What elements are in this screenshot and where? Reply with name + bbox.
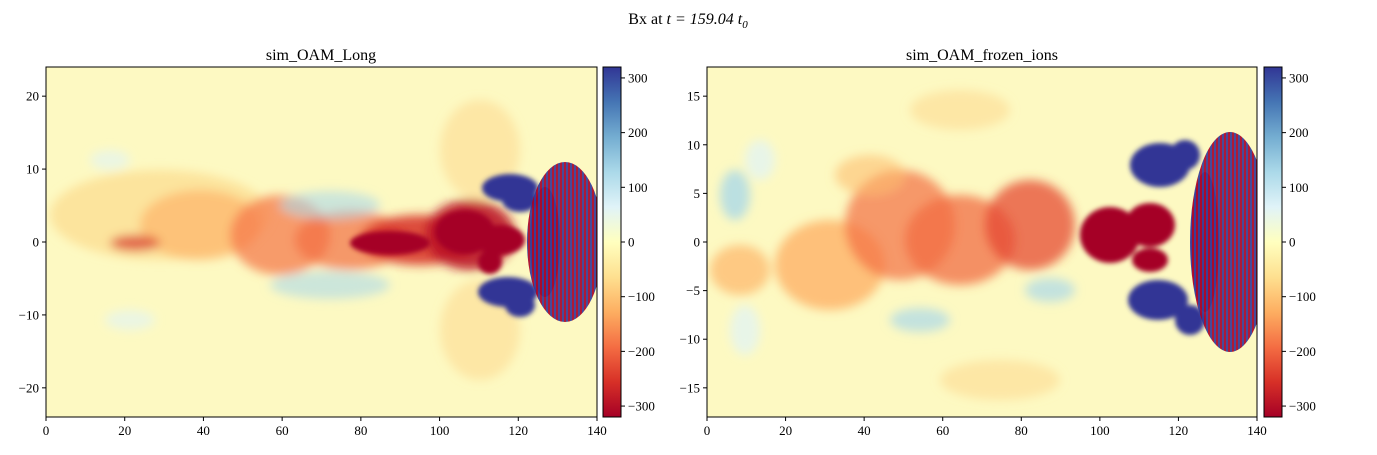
colorbar-tick-label: −200: [628, 344, 655, 359]
x-tick-label: 0: [704, 423, 711, 438]
panel-sim-oam-frozen-ions: sim_OAM_frozen_ions: [680, 47, 1316, 438]
x-tick-label: 0: [43, 423, 50, 438]
y-tick-label: 5: [694, 186, 701, 201]
colorbar-tick-label: −300: [628, 399, 655, 414]
y-tick-label: 0: [33, 235, 40, 250]
colorbar-tick-label: 300: [1289, 70, 1309, 85]
y-tick-label: −20: [19, 380, 39, 395]
y-tick-label: −15: [680, 380, 700, 395]
x-tick-label: 100: [1090, 423, 1110, 438]
panel-sim-oam-long: sim_OAM_Long: [19, 47, 655, 438]
y-axis: −15 −10 −5 0 5 10 15: [680, 89, 707, 395]
y-axis: −20 −10 0 10 20: [19, 89, 46, 395]
heatmap-image: [46, 67, 597, 417]
colorbar-tick-label: 0: [628, 235, 635, 250]
colorbar-tick-label: −300: [1289, 399, 1316, 414]
panel-title: sim_OAM_frozen_ions: [906, 47, 1058, 64]
colorbar-axis: −300 −200 −100 0 100 200 300: [1282, 70, 1316, 414]
y-tick-label: 0: [694, 235, 701, 250]
x-tick-label: 40: [197, 423, 210, 438]
x-tick-label: 140: [587, 423, 607, 438]
heatmap-image: [707, 67, 1257, 417]
x-tick-label: 80: [354, 423, 367, 438]
y-tick-label: −10: [19, 307, 39, 322]
colorbar-tick-label: 0: [1289, 235, 1296, 250]
y-tick-label: 10: [687, 137, 700, 152]
colorbar-tick-label: 200: [628, 125, 648, 140]
figure-title: Bx at t = 159.04 t0: [628, 11, 748, 31]
x-tick-label: 100: [430, 423, 450, 438]
panel-title: sim_OAM_Long: [266, 47, 376, 64]
colorbar: [602, 66, 622, 418]
x-tick-label: 20: [118, 423, 131, 438]
x-axis: 0 20 40 60 80 100 120 140: [704, 417, 1267, 438]
x-tick-label: 120: [509, 423, 529, 438]
y-tick-label: 20: [26, 89, 39, 104]
colorbar: [1263, 66, 1283, 418]
colorbar-tick-label: −200: [1289, 344, 1316, 359]
y-tick-label: −10: [680, 332, 700, 347]
y-tick-label: 15: [687, 89, 700, 104]
colorbar-tick-label: −100: [1289, 289, 1316, 304]
x-tick-label: 60: [936, 423, 949, 438]
x-tick-label: 60: [276, 423, 289, 438]
y-tick-label: 10: [26, 162, 39, 177]
x-tick-label: 140: [1247, 423, 1267, 438]
x-tick-label: 80: [1015, 423, 1028, 438]
colorbar-tick-label: 100: [1289, 180, 1309, 195]
colorbar-tick-label: 100: [628, 180, 648, 195]
y-tick-label: −5: [686, 283, 700, 298]
colorbar-tick-label: 300: [628, 70, 648, 85]
colorbar-axis: −300 −200 −100 0 100 200 300: [621, 70, 655, 414]
x-tick-label: 40: [858, 423, 871, 438]
colorbar-tick-label: −100: [628, 289, 655, 304]
colorbar-tick-label: 200: [1289, 125, 1309, 140]
x-tick-label: 20: [779, 423, 792, 438]
x-tick-label: 120: [1169, 423, 1189, 438]
x-axis: 0 20 40 60 80 100 120 140: [43, 417, 607, 438]
